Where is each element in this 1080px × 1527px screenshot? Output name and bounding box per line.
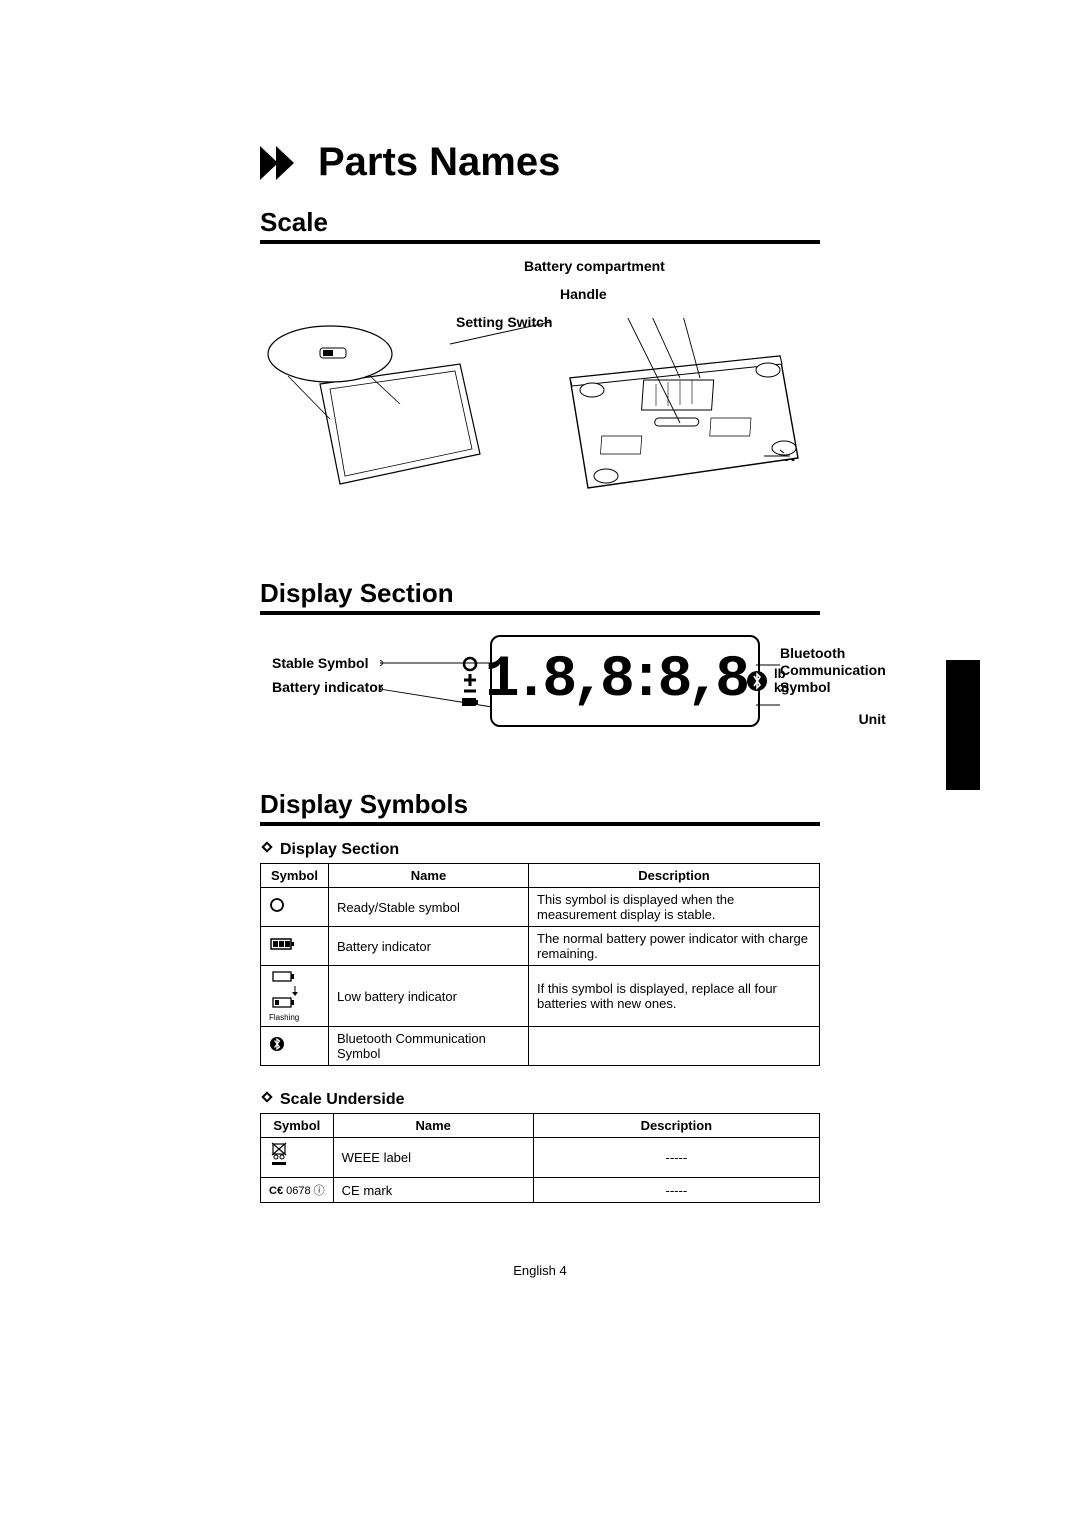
circle-icon — [269, 897, 285, 913]
desc-cell: The normal battery power indicator with … — [529, 927, 820, 966]
symbol-cell — [261, 888, 329, 927]
table-row: C€ 0678 ⓘ CE mark ----- — [261, 1178, 820, 1203]
display-right-labels: Bluetooth Communication Symbol Unit — [780, 645, 886, 727]
battery-empty-icon — [269, 971, 297, 983]
page-edge-tab — [946, 660, 980, 790]
label-battery-indicator: Battery indicator — [272, 679, 383, 695]
table-display-section: Symbol Name Description Ready/Stable sym… — [260, 863, 820, 1066]
diamond-bullet-icon — [260, 1090, 274, 1109]
sub-scale-underside: Scale Underside — [260, 1090, 820, 1109]
desc-cell — [529, 1027, 820, 1066]
page-title: Parts Names — [318, 140, 560, 185]
symbol-cell — [261, 1138, 334, 1178]
name-cell: Ready/Stable symbol — [329, 888, 529, 927]
th-description: Description — [533, 1114, 819, 1138]
desc-cell: This symbol is displayed when the measur… — [529, 888, 820, 927]
label-battery-compartment: Battery compartment — [524, 258, 665, 274]
scale-diagram: Battery compartment Handle Setting Switc… — [260, 258, 820, 538]
flashing-label: Flashing — [269, 1014, 320, 1022]
weee-icon — [269, 1142, 289, 1168]
scale-underside-illustration — [540, 318, 820, 518]
name-cell: WEEE label — [333, 1138, 533, 1178]
scale-heading: Scale — [260, 207, 820, 244]
sub-display-section: Display Section — [260, 840, 820, 859]
th-description: Description — [529, 864, 820, 888]
lcd-digits: 1.8,8:8,8 — [485, 652, 744, 710]
table-scale-underside: Symbol Name Description WEEE label — [260, 1113, 820, 1203]
bluetooth-icon — [269, 1036, 285, 1052]
label-stable-symbol: Stable Symbol — [272, 655, 383, 671]
label-bluetooth: Bluetooth Communication Symbol — [780, 645, 886, 695]
feet-leader — [760, 428, 820, 468]
table-row: WEEE label ----- — [261, 1138, 820, 1178]
symbol-cell: C€ 0678 ⓘ — [261, 1178, 334, 1203]
symbol-cell — [261, 1027, 329, 1066]
display-symbols-heading: Display Symbols — [260, 789, 820, 826]
th-symbol: Symbol — [261, 864, 329, 888]
label-handle: Handle — [560, 286, 607, 302]
display-section-heading: Display Section — [260, 578, 820, 615]
th-name: Name — [333, 1114, 533, 1138]
table-row: Ready/Stable symbol This symbol is displ… — [261, 888, 820, 927]
page-content: Parts Names Scale Battery compartment Ha… — [0, 0, 1080, 1278]
desc-cell: ----- — [533, 1178, 819, 1203]
th-name: Name — [329, 864, 529, 888]
desc-cell: If this symbol is displayed, replace all… — [529, 966, 820, 1027]
lcd-side-indicators — [461, 655, 479, 708]
symbol-cell: Flashing — [261, 966, 329, 1027]
symbol-cell — [261, 927, 329, 966]
name-cell: CE mark — [333, 1178, 533, 1203]
lcd-display: 1.8,8:8,8 lb kg — [490, 635, 760, 727]
table-row: Bluetooth Communication Symbol — [261, 1027, 820, 1066]
title-row: Parts Names — [260, 140, 820, 185]
name-cell: Bluetooth Communication Symbol — [329, 1027, 529, 1066]
leader-lines — [450, 318, 570, 358]
table-row: Flashing Low battery indicator If this s… — [261, 966, 820, 1027]
display-left-labels: Stable Symbol Battery indicator — [272, 655, 383, 703]
name-cell: Battery indicator — [329, 927, 529, 966]
table-row: Battery indicator The normal battery pow… — [261, 927, 820, 966]
battery-full-icon — [269, 937, 297, 951]
name-cell: Low battery indicator — [329, 966, 529, 1027]
label-unit: Unit — [780, 711, 886, 727]
desc-cell: ----- — [533, 1138, 819, 1178]
battery-low-icon — [269, 997, 297, 1009]
down-arrow-icon — [290, 986, 300, 996]
th-symbol: Symbol — [261, 1114, 334, 1138]
page-footer: English 4 — [260, 1263, 820, 1278]
table-header-row: Symbol Name Description — [261, 1114, 820, 1138]
display-diagram: Stable Symbol Battery indicator 1.8,8:8,… — [260, 629, 820, 749]
ce-mark-icon: C€ — [269, 1185, 286, 1197]
fast-forward-icon — [260, 146, 304, 180]
circled-exclaim-icon: ⓘ — [311, 1185, 325, 1197]
table-header-row: Symbol Name Description — [261, 864, 820, 888]
diamond-bullet-icon — [260, 840, 274, 859]
